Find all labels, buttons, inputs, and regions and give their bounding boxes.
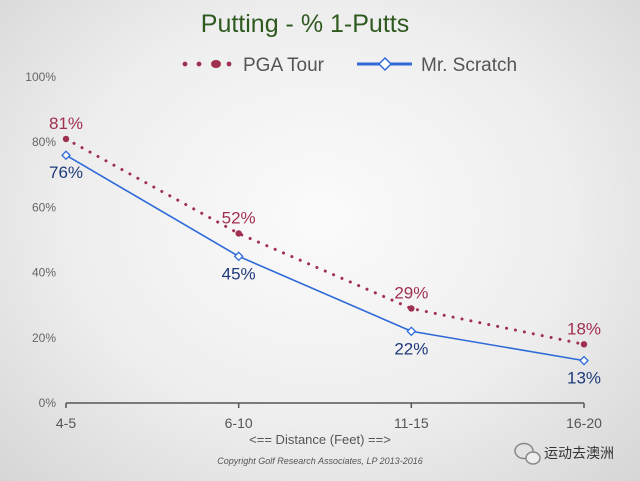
data-point-pga-tour [62, 135, 70, 143]
chart-title: Putting - % 1-Putts [201, 10, 409, 38]
data-point-mr-scratch [579, 355, 589, 366]
y-tick-label: 40% [32, 266, 56, 280]
data-point-pga-tour [408, 305, 415, 312]
y-axis-ticks: 0% 20% 40% 60% 80% 100% [25, 70, 56, 410]
x-tick-label: 4-5 [56, 415, 76, 431]
data-label-mr-scratch: 13% [567, 369, 601, 388]
y-tick-label: 0% [39, 396, 57, 410]
series-line-pga-tour [64, 137, 586, 346]
x-tick-label: 6-10 [225, 415, 253, 431]
watermark-text: 运动去澳洲 [544, 445, 614, 461]
data-point-mr-scratch [406, 326, 417, 337]
x-tick-label: 16-20 [566, 415, 602, 431]
y-tick-label: 100% [25, 70, 56, 84]
data-label-pga-tour: 29% [394, 283, 428, 302]
data-label-mr-scratch: 22% [394, 339, 428, 358]
legend-label-mr-scratch: Mr. Scratch [421, 55, 517, 76]
y-tick-label: 20% [32, 331, 56, 345]
copyright-text: Copyright Golf Research Associates, LP 2… [217, 456, 422, 466]
legend-marker-dot [226, 61, 232, 67]
legend-marker-pga-tour [211, 60, 221, 68]
legend: PGA Tour Mr. Scratch [182, 55, 517, 76]
data-label-pga-tour: 81% [49, 114, 83, 133]
x-axis-ticks: 4-5 6-10 11-15 16-20 [56, 403, 602, 431]
legend-item-mr-scratch: Mr. Scratch [357, 55, 517, 76]
y-tick-label: 60% [32, 200, 56, 214]
legend-marker-mr-scratch [377, 56, 393, 72]
x-axis-label: <== Distance (Feet) ==> [249, 432, 391, 447]
x-tick-label: 11-15 [394, 415, 429, 431]
legend-item-pga-tour: PGA Tour [182, 55, 325, 76]
legend-marker-dot [182, 61, 188, 67]
series-layer [61, 135, 589, 366]
data-label-mr-scratch: 45% [222, 264, 256, 283]
watermark: 运动去澳洲 [514, 442, 614, 465]
data-point-pga-tour [235, 230, 242, 237]
data-labels: 81% 52% 29% 18% 76% 45% 22% 13% [49, 114, 601, 388]
data-label-pga-tour: 52% [222, 208, 256, 227]
wechat-icon [514, 442, 541, 465]
legend-label-pga-tour: PGA Tour [243, 55, 325, 76]
y-tick-label: 80% [32, 135, 56, 149]
legend-marker-dot [196, 61, 202, 67]
data-point-mr-scratch [61, 150, 71, 161]
data-point-pga-tour [580, 341, 588, 348]
data-label-pga-tour: 18% [567, 319, 601, 338]
data-point-mr-scratch [233, 251, 244, 262]
data-label-mr-scratch: 76% [49, 163, 83, 182]
series-line-mr-scratch [65, 154, 585, 362]
